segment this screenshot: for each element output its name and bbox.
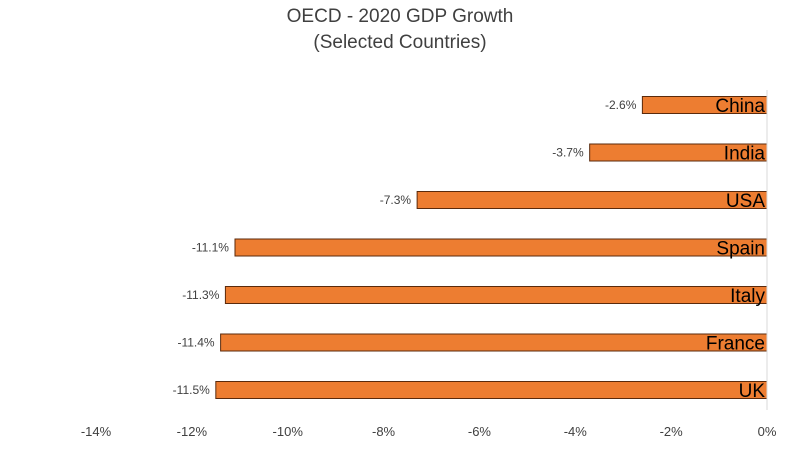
category-label-spain: Spain [716,239,765,260]
bar-italy [224,286,768,304]
x-tick-label: -4% [564,424,588,439]
chart-title: OECD - 2020 GDP Growth [286,6,514,27]
category-label-china: China [715,96,765,117]
data-label-usa: -7.3% [380,193,412,207]
category-label-usa: USA [726,191,765,212]
category-label-france: France [706,334,765,355]
data-label-uk: -11.5% [173,383,210,397]
x-tick-label: -10% [273,424,304,439]
bar-france [220,333,768,352]
category-label-india: India [724,144,766,165]
x-tick-label: -2% [660,424,684,439]
data-label-italy: -11.3% [182,288,219,302]
category-label-italy: Italy [730,286,765,307]
data-label-spain: -11.1% [192,241,229,255]
x-tick-label: 0% [758,424,777,439]
data-label-india: -3.7% [552,146,584,160]
x-tick-label: -6% [468,424,492,439]
bar-usa [416,191,768,209]
bar-uk [215,381,768,399]
bar-spain [234,238,768,257]
chart-subtitle: (Selected Countries) [313,32,487,53]
category-label-uk: UK [739,381,766,402]
data-label-china: -2.6% [605,98,637,112]
x-tick-label: -8% [372,424,396,439]
x-tick-label: -14% [81,424,112,439]
data-label-france: -11.4% [177,336,214,350]
x-tick-label: -12% [177,424,208,439]
